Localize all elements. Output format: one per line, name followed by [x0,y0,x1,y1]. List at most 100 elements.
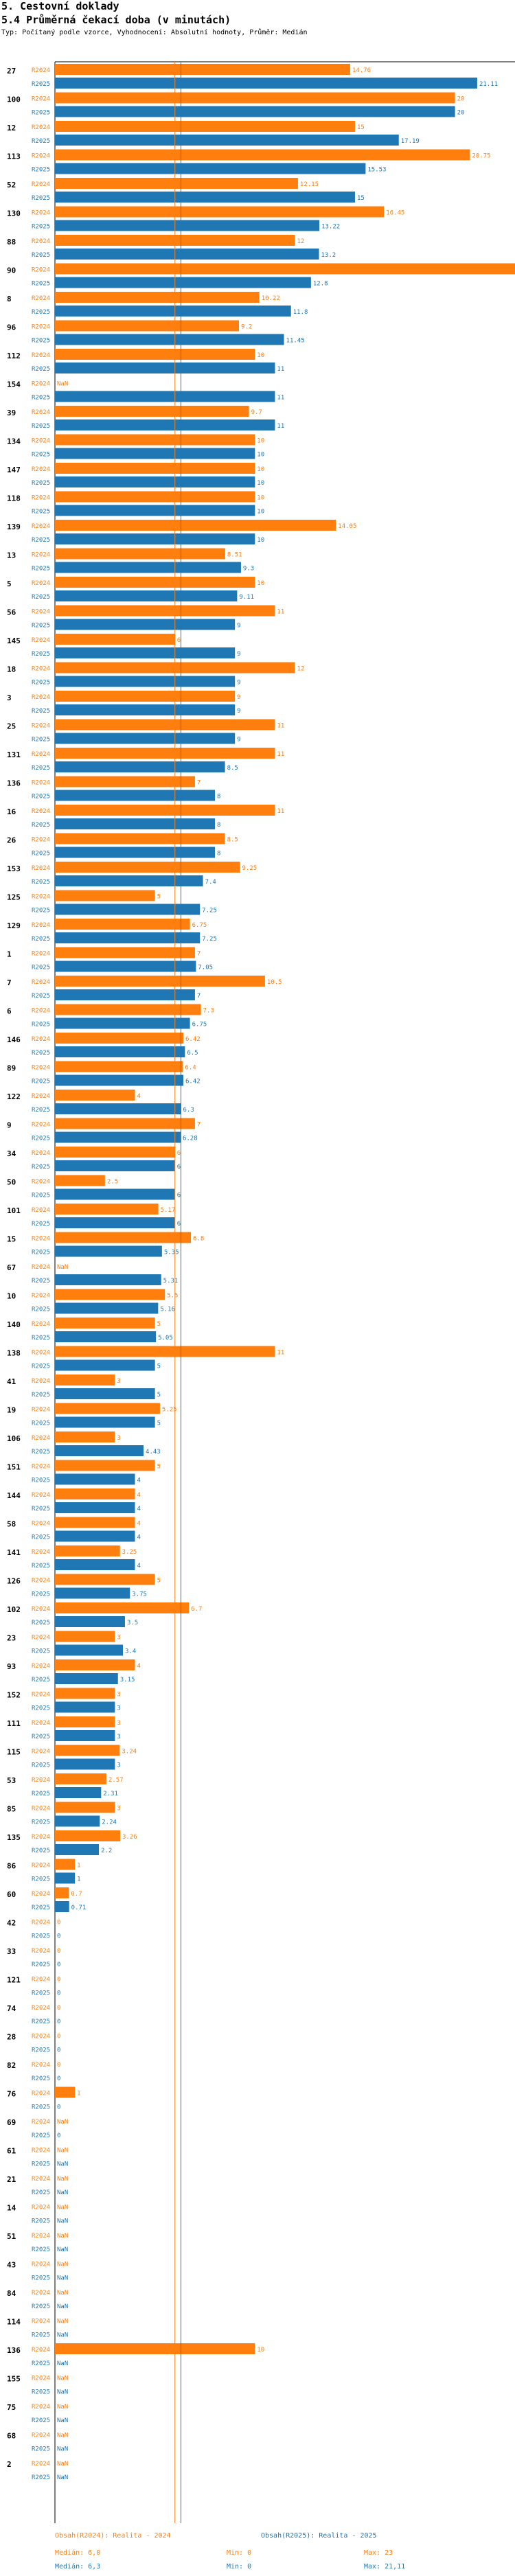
category-label: 76 [7,2090,16,2099]
bar-r2024 [55,748,275,759]
data-label-r2025: 8.5 [227,765,238,772]
bar-r2024 [55,634,175,645]
category-label: 111 [7,1719,21,1728]
bar-r2025 [55,249,319,260]
data-label-r2025: NaN [57,2474,68,2481]
data-label-r2024: 4 [137,1521,141,1528]
chart-title: 5.4 Průměrná čekací doba (v minutách) [1,14,231,26]
series-label-r2025: R2025 [32,2218,50,2225]
bar-r2025 [55,1587,130,1599]
data-label-r2025: 5 [157,1421,161,1427]
data-label-r2025: 0 [57,2132,60,2139]
data-label-r2025: 6 [177,1193,181,1199]
data-label-r2025: NaN [57,2332,68,2339]
series-label-r2024: R2024 [32,2091,50,2097]
data-label-r2025: 11.8 [293,309,308,316]
data-label-r2024: 3.26 [122,1834,137,1841]
data-label-r2025: 2.31 [103,1791,118,1797]
bar-r2024 [55,178,298,189]
data-label-r2024: 7 [197,780,201,787]
series-label-r2024: R2024 [32,1920,50,1927]
category-label: 1 [7,950,12,959]
series-label-r2025: R2025 [32,1164,50,1171]
bar-r2025 [55,391,275,402]
series-label-r2025: R2025 [32,452,50,459]
bar-r2025 [55,904,201,915]
series-label-r2025: R2025 [32,1876,50,1883]
bar-r2024 [55,1830,120,1841]
bar-r2025 [55,1616,125,1627]
bar-r2025 [55,790,216,801]
data-label-r2025: 10 [257,509,264,516]
bar-r2024 [55,206,385,218]
data-label-r2024: 12.15 [300,181,319,188]
data-label-r2025: 3.15 [120,1677,135,1683]
data-label-r2025: 9 [237,623,240,630]
bar-r2024 [55,1802,115,1813]
series-label-r2024: R2024 [32,352,50,359]
series-label-r2025: R2025 [32,908,50,915]
data-label-r2025: NaN [57,2446,68,2453]
bar-r2025 [55,590,238,601]
data-label-r2025: 6.42 [185,1079,201,1085]
series-label-r2025: R2025 [32,2275,50,2282]
bar-r2025 [55,419,275,430]
series-label-r2024: R2024 [32,466,50,473]
category-label: 151 [7,1463,21,1472]
bar-r2024 [55,292,260,303]
data-label-r2025: 3.5 [127,1620,138,1626]
bar-r2025 [55,961,196,972]
data-label-r2024: 8.51 [227,552,242,559]
data-label-r2025: 3 [117,1705,120,1712]
data-label-r2024: 15 [357,124,365,131]
bar-r2025 [55,1901,69,1912]
series-label-r2025: R2025 [32,1136,50,1142]
category-label: 41 [7,1377,16,1386]
series-label-r2025: R2025 [32,822,50,829]
series-label-r2024: R2024 [32,2262,50,2268]
category-label: 134 [7,437,21,446]
bar-r2024 [55,1061,183,1072]
series-label-r2025: R2025 [32,1990,50,1997]
series-label-r2024: R2024 [32,409,50,416]
series-label-r2025: R2025 [32,2303,50,2310]
series-label-r2024: R2024 [32,2005,50,2012]
series-label-r2024: R2024 [32,1065,50,1072]
series-label-r2024: R2024 [32,1122,50,1129]
series-label-r2025: R2025 [32,936,50,943]
category-label: 82 [7,2061,16,2070]
data-label-r2025: 10 [257,537,264,544]
data-label-r2025: 8 [217,822,220,829]
data-label-r2025: 8 [217,794,220,801]
data-label-r2024: NaN [57,2205,68,2211]
bar-r2025 [55,1644,124,1656]
bar-r2024 [55,833,225,844]
series-label-r2024: R2024 [32,552,50,559]
bar-r2024 [55,1090,135,1101]
data-label-r2024: 10 [257,580,264,587]
data-label-r2025: 9 [237,680,240,687]
data-label-r2025: 10 [257,480,264,487]
data-label-r2025: 0 [57,2075,60,2082]
bar-r2025 [55,1188,175,1200]
category-label: 112 [7,352,21,360]
category-label: 118 [7,494,21,503]
category-label: 136 [7,779,21,788]
data-label-r2025: 1 [77,1876,80,1883]
bar-r2024 [55,947,195,958]
bar-r2025 [55,306,291,317]
category-label: 28 [7,2033,16,2042]
category-label: 58 [7,1520,16,1529]
series-label-r2024: R2024 [32,951,50,958]
series-label-r2024: R2024 [32,837,50,844]
series-label-r2024: R2024 [32,2119,50,2126]
data-label-r2024: 10 [257,352,264,359]
series-label-r2024: R2024 [32,1008,50,1015]
data-label-r2025: 7.4 [205,879,216,886]
legend-r2024-name: Obsah(R2024): Realita - 2024 [55,2532,171,2540]
bar-r2024 [55,149,470,161]
category-label: 53 [7,1776,16,1785]
bar-r2025 [55,989,195,1000]
series-label-r2024: R2024 [32,1150,50,1157]
bar-r2024 [55,776,195,787]
